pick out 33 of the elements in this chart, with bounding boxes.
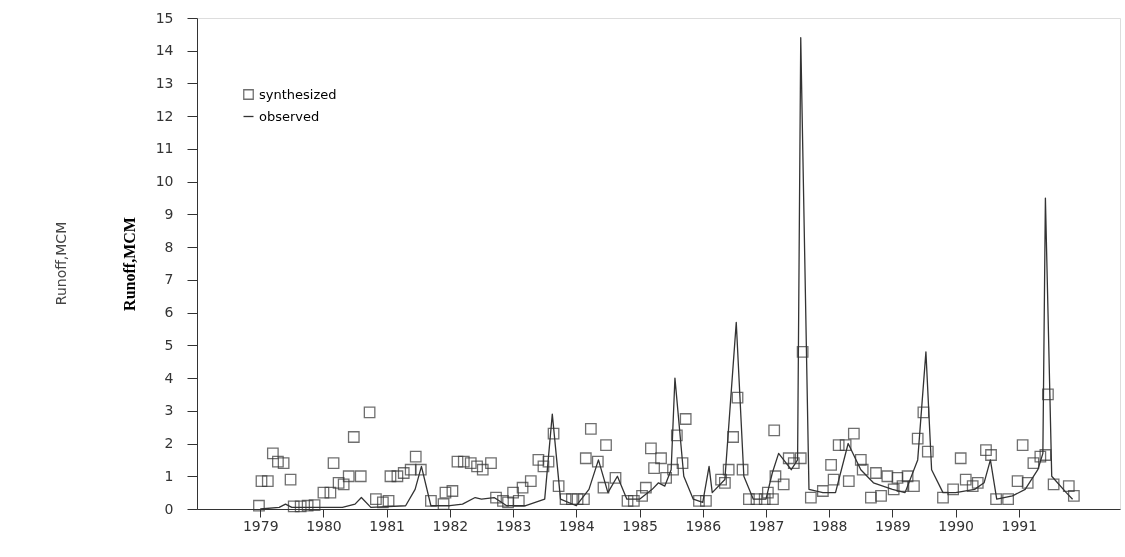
y-tick-label: 1: [164, 467, 174, 484]
x-tick-label: 1990: [938, 517, 974, 534]
y-tick-label: 13: [155, 74, 174, 91]
y-tick-label: 2: [164, 435, 174, 452]
x-tick-label: 1984: [558, 517, 595, 534]
text: Runoff,MCM: [53, 221, 69, 306]
y-tick-label: 7: [164, 271, 174, 288]
y-tick-label: 5: [164, 336, 174, 353]
x-tick-label: 1991: [1001, 517, 1038, 534]
x-tick-label: 1983: [495, 517, 532, 534]
x-tick-label: 1988: [811, 517, 848, 534]
y-tick-label: 6: [164, 304, 174, 321]
y-tick-label: 0: [164, 500, 174, 517]
x-tick-label: 1985: [622, 517, 658, 534]
y-tick-label: 8: [164, 238, 174, 255]
x-tick-label: 1986: [685, 517, 722, 534]
y-tick-label: 11: [155, 140, 174, 157]
y-axis-title: Runoff,MCM: [120, 217, 138, 311]
x-tick-label: 1989: [875, 517, 911, 534]
y-tick-label: 14: [155, 42, 174, 59]
x-tick-label: 1981: [369, 517, 405, 534]
x-tick-label: 1987: [748, 517, 785, 534]
x-tick-label: 1982: [432, 517, 469, 534]
legend-label: synthesized: [259, 86, 337, 102]
y-tick-label: 3: [164, 402, 174, 419]
x-tick-label: 1980: [306, 517, 342, 534]
legend-label: observed: [259, 108, 320, 124]
y-tick-label: 4: [164, 369, 174, 386]
y-tick-label: 9: [164, 205, 174, 222]
y-tick-label: 12: [155, 107, 174, 124]
y-tick-label: 10: [155, 173, 174, 190]
x-tick-label: 1979: [242, 517, 279, 534]
y-tick-label: 15: [155, 9, 174, 26]
